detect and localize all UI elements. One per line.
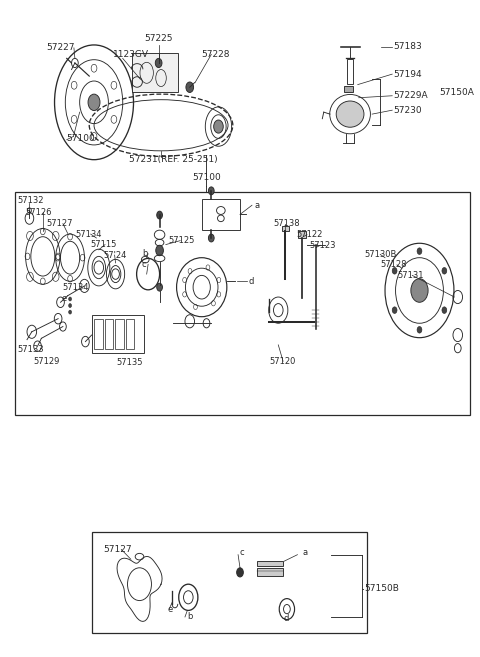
Circle shape (69, 304, 72, 307)
Text: 57'24: 57'24 (104, 250, 127, 260)
Text: 57127: 57127 (46, 219, 72, 228)
Bar (347, 59, 353, 84)
Text: 57135: 57135 (117, 358, 143, 367)
Text: 57194: 57194 (393, 70, 422, 79)
Circle shape (69, 310, 72, 314)
Bar (15, 192, 470, 415)
Text: c: c (240, 548, 245, 557)
Text: 1123GV: 1123GV (113, 50, 149, 59)
Bar (202, 198, 240, 230)
Circle shape (214, 120, 223, 133)
Text: e: e (62, 294, 67, 304)
Bar (92, 532, 367, 633)
Circle shape (69, 297, 72, 301)
Bar (257, 568, 283, 576)
Circle shape (237, 568, 243, 577)
Text: 57133: 57133 (17, 345, 44, 354)
Text: 57134: 57134 (75, 229, 101, 238)
Text: 57127: 57127 (104, 545, 132, 554)
Text: a: a (302, 548, 307, 557)
Ellipse shape (88, 94, 100, 110)
Circle shape (417, 327, 422, 333)
Circle shape (156, 245, 163, 256)
Text: 57231(REF. 25-251): 57231(REF. 25-251) (129, 155, 217, 164)
Bar (299, 231, 306, 238)
Text: a: a (254, 201, 260, 210)
Text: e: e (168, 604, 173, 614)
Text: 57150B: 57150B (364, 584, 399, 593)
Circle shape (157, 211, 162, 219)
Text: 57130B: 57130B (364, 250, 397, 259)
Text: 57100: 57100 (67, 134, 96, 143)
Text: 57225: 57225 (144, 34, 173, 43)
Text: b: b (187, 612, 192, 622)
Circle shape (442, 307, 447, 313)
Bar (132, 53, 178, 93)
Text: 57115: 57115 (91, 240, 117, 249)
Circle shape (156, 58, 162, 68)
Bar (126, 319, 134, 350)
Bar (282, 225, 289, 231)
Circle shape (442, 267, 447, 274)
Text: 57100: 57100 (192, 173, 221, 182)
Text: 57228: 57228 (202, 50, 230, 59)
Text: 57150A: 57150A (440, 88, 475, 97)
Bar (94, 319, 103, 350)
Bar (257, 561, 283, 566)
Circle shape (417, 248, 422, 254)
Text: d: d (249, 277, 254, 286)
Circle shape (411, 279, 428, 302)
Text: 57128: 57128 (380, 260, 407, 269)
Circle shape (392, 307, 397, 313)
Text: 57125: 57125 (168, 236, 194, 245)
Text: d: d (283, 614, 288, 623)
Text: 57123: 57123 (310, 240, 336, 250)
Text: 57131: 57131 (397, 271, 423, 280)
Bar (344, 86, 353, 93)
Circle shape (392, 267, 397, 274)
Text: 57227: 57227 (47, 43, 75, 53)
Text: 57129: 57129 (33, 357, 60, 366)
Text: b: b (142, 249, 147, 258)
Circle shape (208, 187, 214, 194)
Circle shape (208, 234, 214, 242)
Bar (92, 315, 144, 353)
Text: c: c (142, 260, 146, 269)
Text: 57229A: 57229A (393, 91, 428, 101)
Text: 57134: 57134 (62, 283, 88, 292)
Text: 57122: 57122 (297, 230, 323, 239)
Text: 57230: 57230 (393, 106, 422, 115)
Ellipse shape (336, 101, 364, 127)
Circle shape (186, 82, 193, 93)
Bar (105, 319, 113, 350)
Text: 57120: 57120 (270, 357, 296, 366)
Text: 57126: 57126 (25, 208, 52, 217)
Text: 57183: 57183 (393, 42, 422, 51)
Circle shape (157, 283, 162, 291)
Bar (115, 319, 124, 350)
Text: 57132: 57132 (17, 196, 44, 205)
Text: 57138: 57138 (274, 219, 300, 228)
